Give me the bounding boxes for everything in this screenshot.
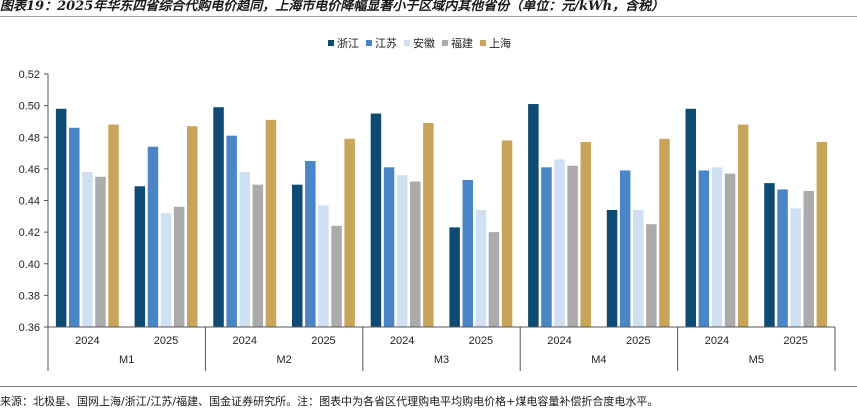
x-category-label: 2024: [233, 335, 257, 347]
bar-安徽-M2-2024: [239, 172, 250, 327]
y-axis: 0.36 0.38 0.40 0.42 0.44 0.46 0.48 0.50 0.52: [19, 69, 49, 334]
title-divider: [0, 16, 857, 17]
y-tick-label: 0.48: [19, 132, 40, 144]
bar-福建-M2-2025: [331, 225, 342, 327]
bar-浙江-M1-2025: [134, 186, 146, 327]
bar-安徽-M3-2024: [396, 175, 408, 327]
legend-swatch: [480, 40, 486, 46]
bar-安徽-M4-2024: [554, 159, 565, 327]
bar-浙江-M4-2025: [606, 209, 618, 327]
bar-浙江-M1-2024: [55, 108, 67, 327]
x-category-label: 2024: [390, 335, 414, 347]
bar-上海-M2-2025: [344, 138, 355, 327]
bar-江苏-M2-2025: [305, 160, 316, 327]
legend-swatch: [328, 40, 334, 46]
bar-江苏-M1-2025: [147, 146, 159, 327]
bar-安徽-M1-2025: [160, 213, 172, 327]
legend-label: 江苏: [375, 37, 397, 50]
bar-福建-M3-2025: [488, 232, 500, 327]
y-tick-label: 0.50: [19, 101, 40, 113]
x-category-label: 2025: [469, 335, 493, 347]
bar-浙江-M5-2025: [764, 183, 775, 327]
bar-福建-M5-2024: [724, 173, 736, 327]
bar-安徽-M3-2025: [475, 209, 487, 327]
bar-上海-M1-2024: [108, 124, 119, 327]
source-divider: [0, 386, 857, 387]
y-tick-label: 0.44: [19, 196, 40, 208]
legend: 浙江 江苏 安徽 福建 上海: [328, 36, 511, 50]
x-category-label: 2025: [311, 335, 335, 347]
x-axis: 2024 2025 M1 2024 2025 M2 2024 2025 M3 2024 2025 M4…: [47, 326, 836, 371]
bars: [55, 104, 828, 328]
bar-江苏-M2-2024: [226, 135, 237, 327]
bar-江苏-M5-2025: [777, 189, 788, 327]
legend-label: 安徽: [413, 36, 435, 50]
bar-上海-M4-2024: [580, 141, 591, 327]
bar-上海-M3-2025: [501, 140, 513, 327]
bar-chart: 浙江 江苏 安徽 福建 上海 0.360.380.400.420.440.460.480…: [19, 36, 836, 371]
bar-江苏-M4-2024: [541, 167, 552, 327]
bar-浙江-M2-2025: [292, 184, 303, 327]
figure-title: 图表19：2025年华东四省综合代购电价趋同，上海市电价降幅显著小于区域内其他省…: [0, 0, 665, 14]
bar-上海-M2-2024: [265, 119, 277, 327]
bar-江苏-M1-2024: [69, 127, 80, 327]
legend-label: 浙江: [337, 37, 359, 50]
y-tick-label: 0.42: [19, 227, 40, 239]
bar-江苏-M3-2025: [462, 179, 473, 327]
bar-浙江-M5-2024: [685, 108, 696, 327]
bar-安徽-M2-2025: [318, 205, 329, 327]
y-tick-label: 0.36: [19, 322, 40, 334]
source-note: 来源：北极星、国网上海/浙江/江苏/福建、国金证券研究所。注：图表中为各省区代理…: [0, 395, 659, 408]
bar-浙江-M4-2024: [528, 104, 539, 327]
legend-swatch: [404, 40, 410, 46]
y-tick-label: 0.52: [19, 69, 40, 81]
bar-福建-M1-2025: [173, 206, 185, 327]
bar-江苏-M3-2024: [383, 167, 395, 327]
bar-上海-M5-2025: [816, 141, 828, 327]
bar-江苏-M5-2024: [698, 170, 710, 327]
legend-swatch: [442, 40, 448, 46]
x-category-label: 2024: [75, 335, 99, 347]
x-category-label: 2024: [547, 335, 571, 347]
x-group-label: M1: [119, 354, 134, 366]
bar-上海-M5-2024: [737, 124, 749, 327]
x-group-label: M2: [276, 354, 291, 366]
bar-上海-M1-2025: [187, 126, 198, 328]
bar-浙江-M3-2024: [370, 113, 382, 327]
x-group-label: M4: [591, 354, 606, 366]
bar-福建-M1-2024: [95, 176, 106, 327]
bar-安徽-M5-2024: [711, 167, 723, 327]
y-tick-label: 0.40: [19, 259, 40, 271]
y-tick-label: 0.46: [19, 164, 40, 176]
x-category-label: 2024: [705, 335, 729, 347]
x-category-label: 2025: [626, 335, 650, 347]
bar-上海-M3-2024: [423, 123, 434, 327]
bar-安徽-M5-2025: [790, 208, 801, 327]
legend-label: 福建: [451, 36, 473, 50]
x-category-label: 2025: [783, 335, 807, 347]
bar-福建-M2-2024: [252, 184, 264, 327]
bar-安徽-M4-2025: [633, 209, 644, 327]
bar-福建-M5-2025: [803, 191, 814, 327]
x-category-label: 2025: [154, 335, 178, 347]
bar-福建-M4-2024: [567, 165, 578, 327]
bar-福建-M4-2025: [646, 224, 657, 327]
bar-浙江-M3-2025: [449, 227, 460, 327]
legend-swatch: [366, 40, 372, 46]
bar-江苏-M4-2025: [619, 170, 631, 327]
legend-label: 上海: [489, 36, 511, 50]
bar-安徽-M1-2024: [82, 172, 93, 327]
bar-上海-M4-2025: [659, 138, 670, 327]
bar-浙江-M2-2024: [213, 107, 224, 327]
x-group-label: M5: [749, 354, 764, 366]
bar-福建-M3-2024: [410, 181, 421, 327]
x-group-label: M3: [434, 354, 449, 366]
y-tick-label: 0.38: [19, 290, 40, 302]
